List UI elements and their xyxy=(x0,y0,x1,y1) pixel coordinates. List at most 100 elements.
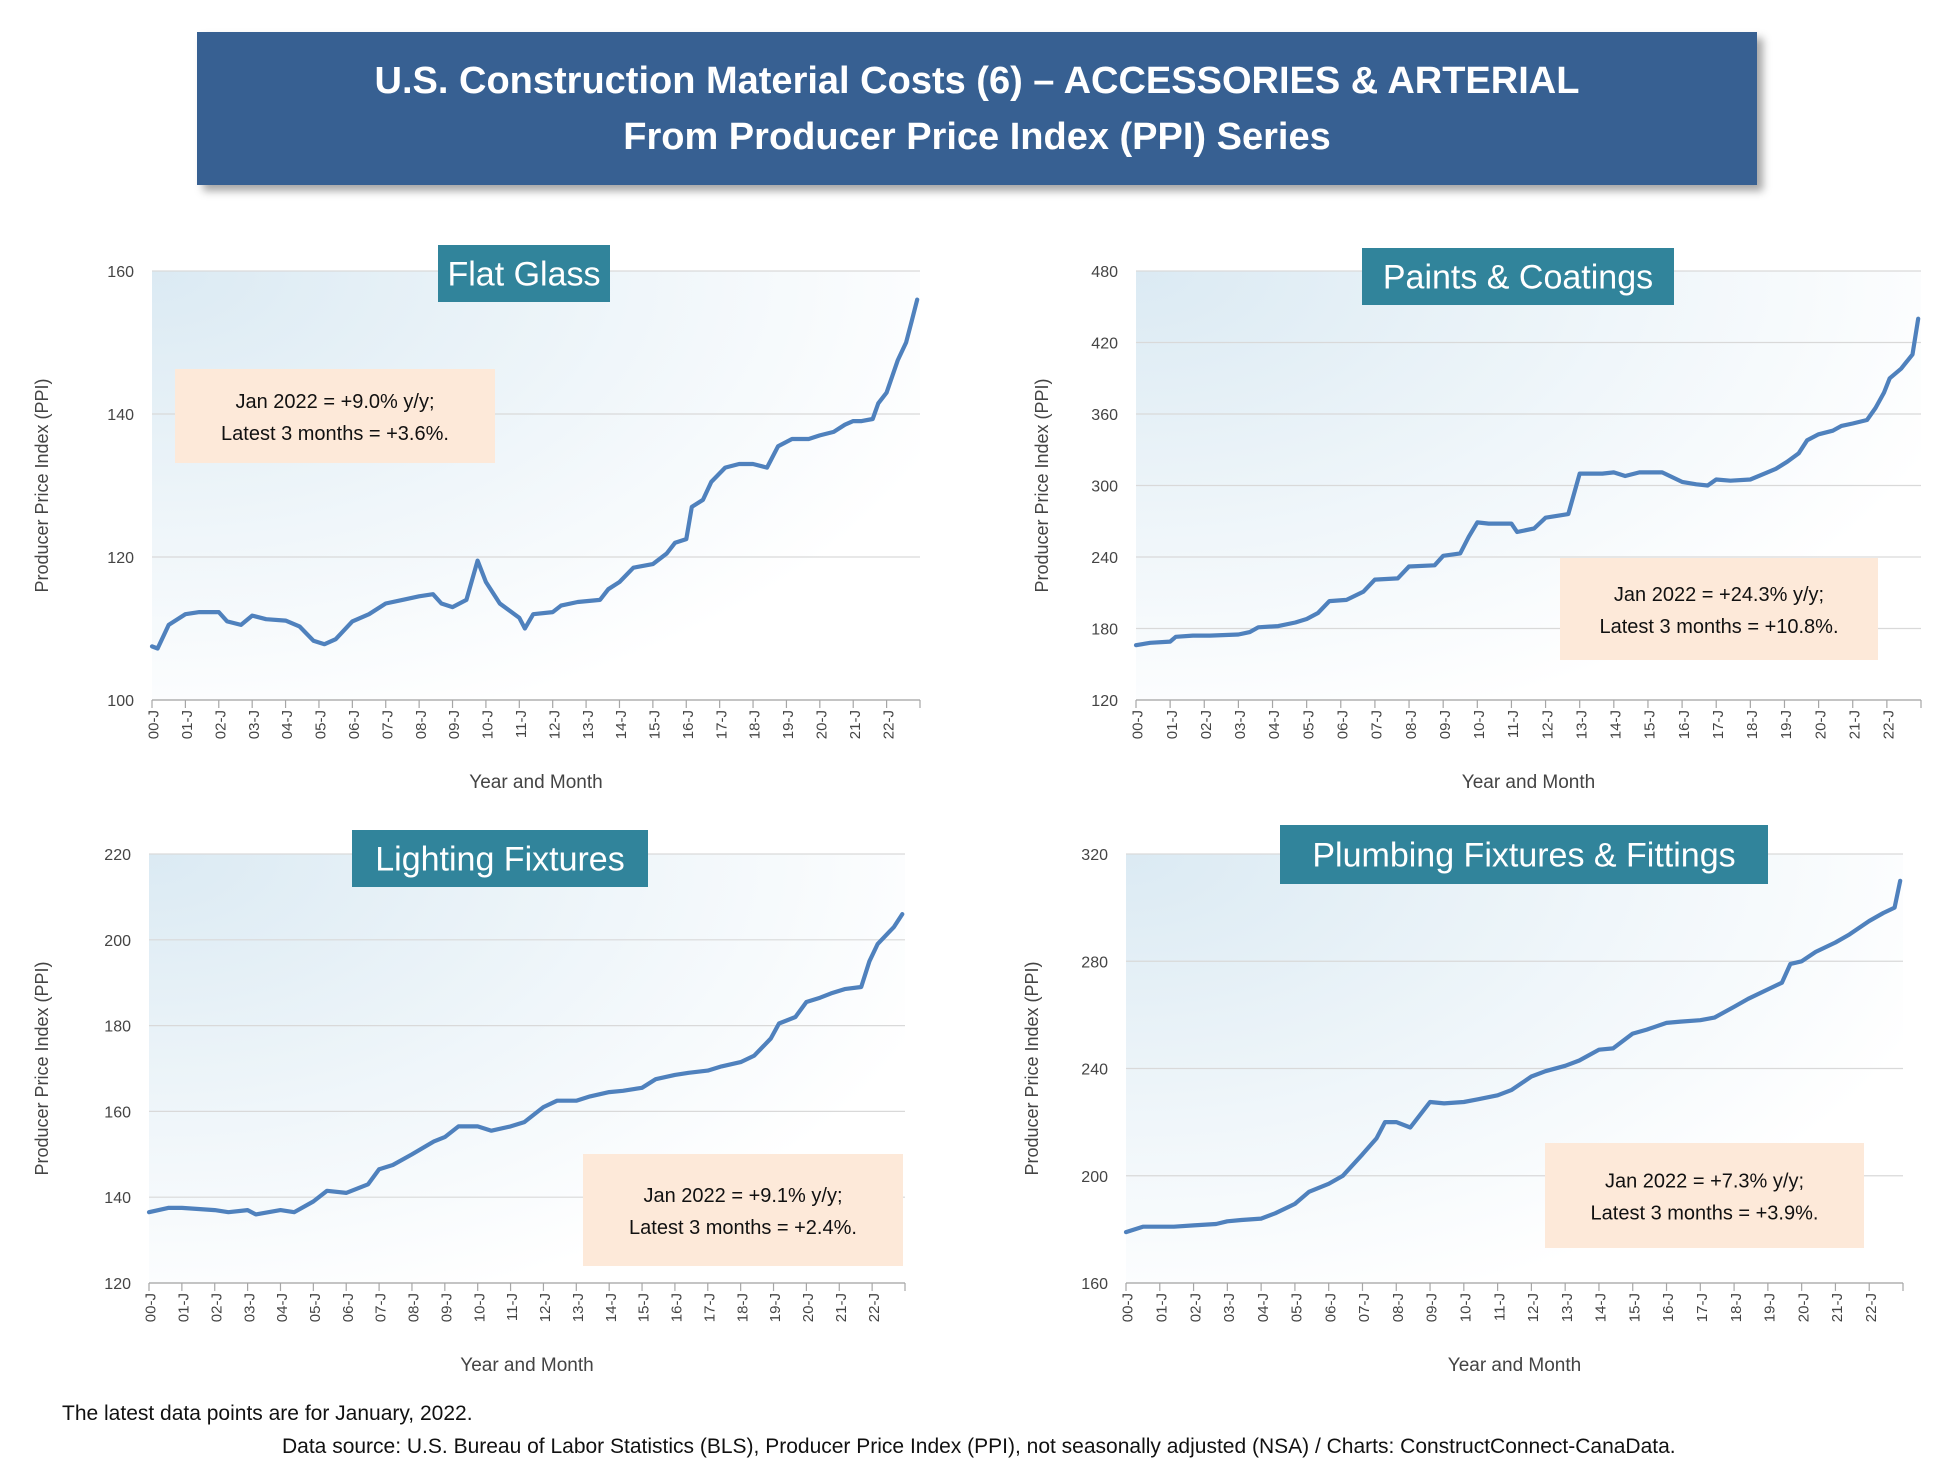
chart-title-box xyxy=(1362,248,1674,305)
y-tick-label: 120 xyxy=(107,550,134,567)
y-tick-label: 480 xyxy=(1091,264,1118,281)
x-tick-label: 12-J xyxy=(537,1293,554,1322)
x-tick-label: 22-J xyxy=(1881,710,1898,739)
x-tick-label: 07-J xyxy=(379,710,396,739)
x-tick-label: 02-J xyxy=(212,710,229,739)
x-tick-label: 21-J xyxy=(1846,710,1863,739)
y-tick-label: 140 xyxy=(104,1190,131,1207)
x-axis-title: Year and Month xyxy=(1462,772,1595,793)
x-tick-label: 20-J xyxy=(800,1293,817,1322)
x-tick-label: 04-J xyxy=(279,710,296,739)
y-axis-title: Producer Price Index (PPI) xyxy=(1022,961,1042,1175)
x-tick-label: 22-J xyxy=(880,710,897,739)
y-axis-title: Producer Price Index (PPI) xyxy=(32,378,52,592)
x-tick-label: 13-J xyxy=(1559,1293,1576,1322)
x-tick-label: 20-J xyxy=(813,710,830,739)
x-tick-label: 04-J xyxy=(1255,1293,1272,1322)
x-tick-label: 05-J xyxy=(1289,1293,1306,1322)
x-tick-label: 14-J xyxy=(1608,710,1625,739)
chart-title: Lighting Fixtures xyxy=(375,841,624,879)
x-tick-label: 01-J xyxy=(179,710,196,739)
plot-area xyxy=(152,271,920,700)
x-tick-label: 11-J xyxy=(1491,1293,1508,1321)
series-line xyxy=(1123,878,1903,1235)
x-tick-label: 04-J xyxy=(1266,710,1283,739)
x-tick-label: 09-J xyxy=(1424,1293,1441,1322)
x-tick-label: 12-J xyxy=(1525,1293,1542,1322)
x-tick-label: 08-J xyxy=(1390,1293,1407,1322)
chart-title: Flat Glass xyxy=(447,256,600,294)
x-tick-label: 10-J xyxy=(1458,1293,1475,1322)
x-tick-label: 05-J xyxy=(307,1293,324,1322)
x-tick-label: 09-J xyxy=(438,1293,455,1322)
y-tick-label: 160 xyxy=(107,264,134,281)
x-tick-label: 10-J xyxy=(480,710,497,739)
x-tick-label: 19-J xyxy=(1778,710,1795,739)
x-tick-label: 01-J xyxy=(1153,1293,1170,1322)
x-axis-title: Year and Month xyxy=(1448,1355,1581,1376)
y-tick-label: 240 xyxy=(1081,1062,1108,1079)
x-tick-label: 07-J xyxy=(373,1293,390,1322)
x-tick-label: 06-J xyxy=(340,1293,357,1322)
x-tick-label: 00-J xyxy=(143,1293,160,1322)
x-axis-title: Year and Month xyxy=(469,772,602,793)
callout-text: Jan 2022 = +9.1% y/y; xyxy=(643,1185,842,1207)
chart-paints-coatings: 120 180 240 300 360 420 480 00-J 01-J 02-J 03-J 04-… xyxy=(1032,248,1922,793)
x-tick-label: 15-J xyxy=(1626,1293,1643,1322)
chart-title-box xyxy=(1280,825,1768,884)
x-tick-label: 18-J xyxy=(1744,710,1761,739)
x-tick-label: 19-J xyxy=(780,710,797,739)
callout-text: Jan 2022 = +9.0% y/y; xyxy=(235,391,434,413)
x-tick-label: 16-J xyxy=(669,1293,686,1322)
x-tick-label: 20-J xyxy=(1812,710,1829,739)
x-tick-label: 07-J xyxy=(1356,1293,1373,1322)
title-banner: U.S. Construction Material Costs (6) – A… xyxy=(197,32,1757,185)
chart-lighting-fixtures: 120 140 160 180 200 220 00-J 01-J 02-J 03-J 04-J 05… xyxy=(32,830,906,1376)
callout-text: Latest 3 months = +3.6%. xyxy=(221,423,449,445)
x-tick-label: 10-J xyxy=(1471,710,1488,739)
y-tick-label: 120 xyxy=(104,1276,131,1293)
x-tick-label: 06-J xyxy=(346,710,363,739)
x-tick-label: 09-J xyxy=(446,710,463,739)
x-tick-label: 00-J xyxy=(1130,710,1147,739)
chart-title-box xyxy=(438,245,610,302)
callout-text: Jan 2022 = +24.3% y/y; xyxy=(1614,584,1824,606)
x-tick-label: 02-J xyxy=(1187,1293,1204,1322)
main-title: U.S. Construction Material Costs (6) – A… xyxy=(374,59,1580,102)
y-tick-label: 300 xyxy=(1091,479,1118,496)
x-tick-label: 02-J xyxy=(1198,710,1215,739)
x-tick-label: 11-J xyxy=(513,710,530,738)
y-tick-label: 120 xyxy=(1091,693,1118,710)
x-tick-label: 03-J xyxy=(1232,710,1249,739)
x-tick-label: 03-J xyxy=(241,1293,258,1322)
x-tick-label: 17-J xyxy=(1710,710,1727,739)
x-tick-label: 18-J xyxy=(734,1293,751,1322)
x-tick-label: 17-J xyxy=(713,710,730,739)
x-tick-label: 00-J xyxy=(1120,1293,1137,1322)
x-tick-label: 13-J xyxy=(580,710,597,739)
x-tick-label: 16-J xyxy=(1676,710,1693,739)
y-tick-label: 360 xyxy=(1091,407,1118,424)
x-tick-label: 18-J xyxy=(1728,1293,1745,1322)
y-axis-title: Producer Price Index (PPI) xyxy=(32,961,52,1175)
x-tick-label: 17-J xyxy=(1694,1293,1711,1322)
x-tick-label: 21-J xyxy=(833,1293,850,1322)
chart-flat-glass: 100 120 140 160 00-J 01-J 02-J 03-J 04-J 05-J 06-J… xyxy=(32,245,921,793)
callout-box xyxy=(1560,558,1878,660)
y-tick-label: 100 xyxy=(107,693,134,710)
x-tick-label: 15-J xyxy=(636,1293,653,1322)
y-tick-label: 180 xyxy=(104,1019,131,1036)
x-tick-label: 21-J xyxy=(1829,1293,1846,1322)
x-tick-label: 12-J xyxy=(1539,710,1556,739)
x-tick-label: 15-J xyxy=(1642,710,1659,739)
chart-title: Paints & Coatings xyxy=(1383,259,1653,297)
x-tick-label: 08-J xyxy=(1403,710,1420,739)
x-tick-label: 01-J xyxy=(176,1293,193,1322)
x-tick-label: 07-J xyxy=(1369,710,1386,739)
x-tick-label: 09-J xyxy=(1437,710,1454,739)
callout-box xyxy=(583,1154,903,1266)
x-axis-title: Year and Month xyxy=(460,1355,593,1376)
chart-title-box xyxy=(352,830,648,887)
x-tick-label: 21-J xyxy=(847,710,864,739)
x-tick-label: 12-J xyxy=(546,710,563,739)
